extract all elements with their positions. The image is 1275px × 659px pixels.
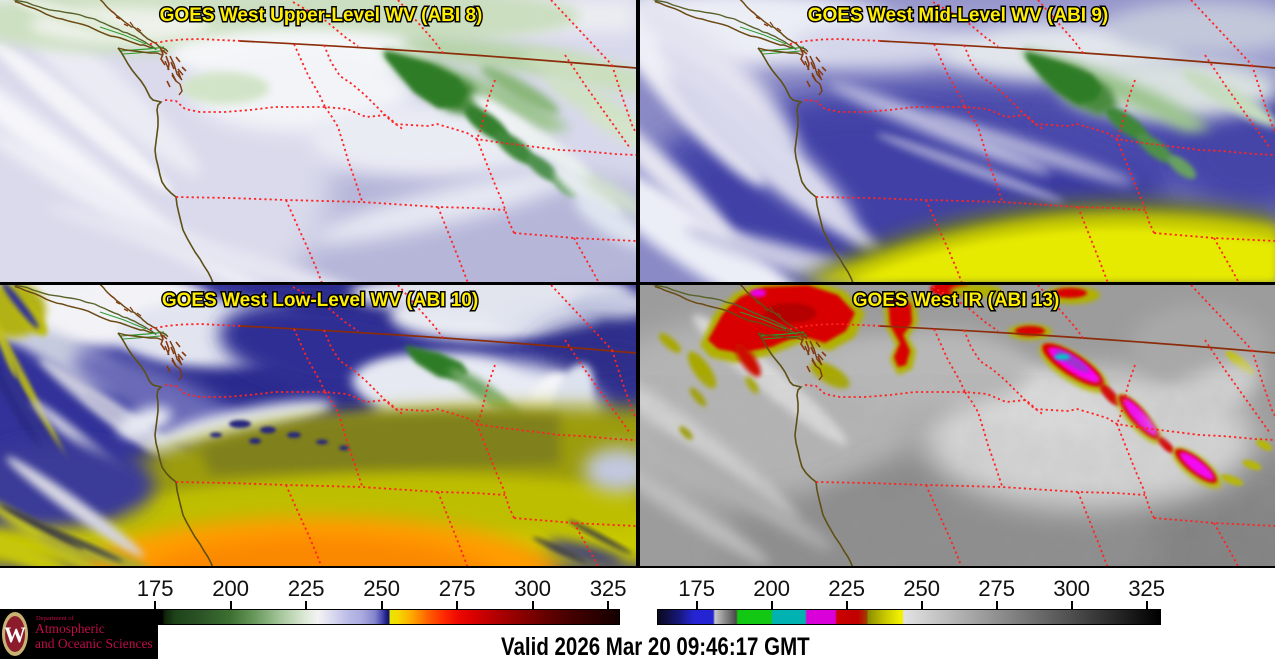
svg-text:GOES West Low-Level WV (ABI 10: GOES West Low-Level WV (ABI 10): [162, 290, 478, 311]
svg-text:GOES West IR (ABI 13): GOES West IR (ABI 13): [853, 290, 1060, 311]
svg-text:W: W: [4, 622, 26, 647]
svg-text:GOES West Mid-Level WV (ABI 9): GOES West Mid-Level WV (ABI 9): [808, 5, 1109, 26]
svg-text:GOES West Upper-Level WV (ABI: GOES West Upper-Level WV (ABI 8): [160, 5, 483, 26]
